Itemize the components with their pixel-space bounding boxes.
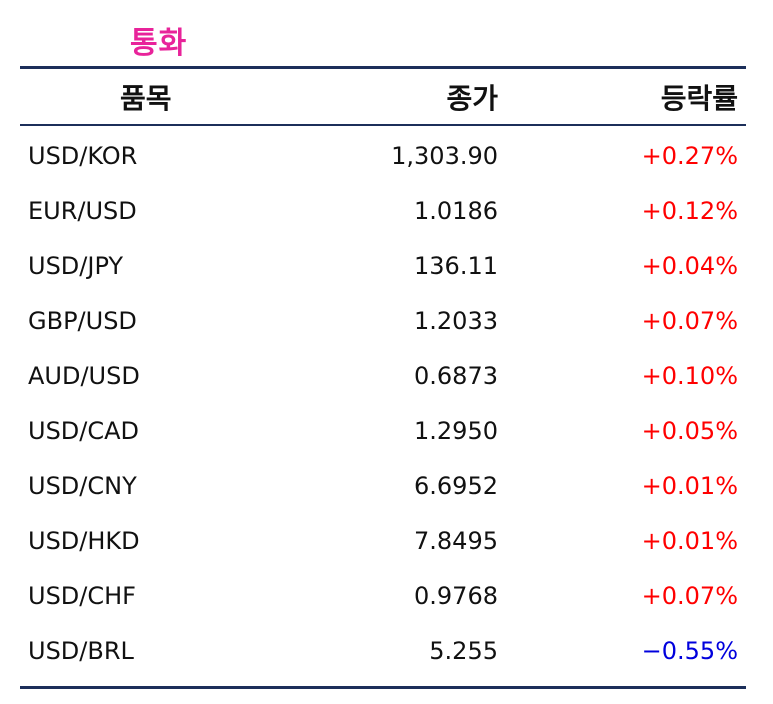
cell-change: +0.01% [641, 471, 738, 500]
table-bottom-rule [20, 686, 746, 689]
cell-change: +0.01% [641, 526, 738, 555]
cell-close: 7.8495 [414, 526, 498, 555]
table-row: USD/HKD 7.8495 +0.01% [20, 513, 746, 568]
header-item: 품목 [120, 81, 172, 115]
cell-change: +0.07% [641, 306, 738, 335]
table-header-row: 품목 종가 등락률 [20, 69, 746, 124]
table-row: USD/KOR 1,303.90 +0.27% [20, 128, 746, 183]
cell-change: +0.10% [641, 361, 738, 390]
cell-pair: AUD/USD [28, 361, 140, 390]
table-row: AUD/USD 0.6873 +0.10% [20, 348, 746, 403]
table-top-rule [20, 66, 746, 69]
cell-change: +0.05% [641, 416, 738, 445]
cell-close: 1.2033 [414, 306, 498, 335]
cell-change: +0.27% [641, 141, 738, 170]
table-row: USD/CNY 6.6952 +0.01% [20, 458, 746, 513]
cell-change: −0.55% [641, 636, 738, 665]
cell-close: 0.9768 [414, 581, 498, 610]
cell-change: +0.12% [641, 196, 738, 225]
table-body: USD/KOR 1,303.90 +0.27% EUR/USD 1.0186 +0.12%… [20, 126, 746, 678]
cell-pair: USD/JPY [28, 251, 124, 280]
cell-pair: GBP/USD [28, 306, 137, 335]
cell-pair: USD/CAD [28, 416, 140, 445]
cell-close: 0.6873 [414, 361, 498, 390]
cell-pair: USD/CHF [28, 581, 136, 610]
cell-pair: USD/CNY [28, 471, 137, 500]
cell-close: 5.255 [429, 636, 498, 665]
currency-table: 품목 종가 등락률 USD/KOR 1,303.90 +0.27% EUR/USD 1.… [20, 66, 746, 689]
table-row: USD/JPY 136.11 +0.04% [20, 238, 746, 293]
cell-pair: USD/HKD [28, 526, 140, 555]
header-change: 등락률 [660, 81, 738, 115]
cell-close: 1.2950 [414, 416, 498, 445]
table-row: USD/CHF 0.9768 +0.07% [20, 568, 746, 623]
cell-close: 136.11 [414, 251, 498, 280]
cell-pair: USD/BRL [28, 636, 134, 665]
cell-close: 1.0186 [414, 196, 498, 225]
table-header-rule [20, 124, 746, 126]
table-row: GBP/USD 1.2033 +0.07% [20, 293, 746, 348]
cell-change: +0.07% [641, 581, 738, 610]
header-close: 종가 [446, 81, 498, 115]
cell-close: 6.6952 [414, 471, 498, 500]
section-title: 통화 [130, 26, 188, 61]
cell-pair: USD/KOR [28, 141, 138, 170]
cell-pair: EUR/USD [28, 196, 137, 225]
table-row: USD/BRL 5.255 −0.55% [20, 623, 746, 678]
table-row: USD/CAD 1.2950 +0.05% [20, 403, 746, 458]
cell-close: 1,303.90 [391, 141, 498, 170]
cell-change: +0.04% [641, 251, 738, 280]
table-row: EUR/USD 1.0186 +0.12% [20, 183, 746, 238]
